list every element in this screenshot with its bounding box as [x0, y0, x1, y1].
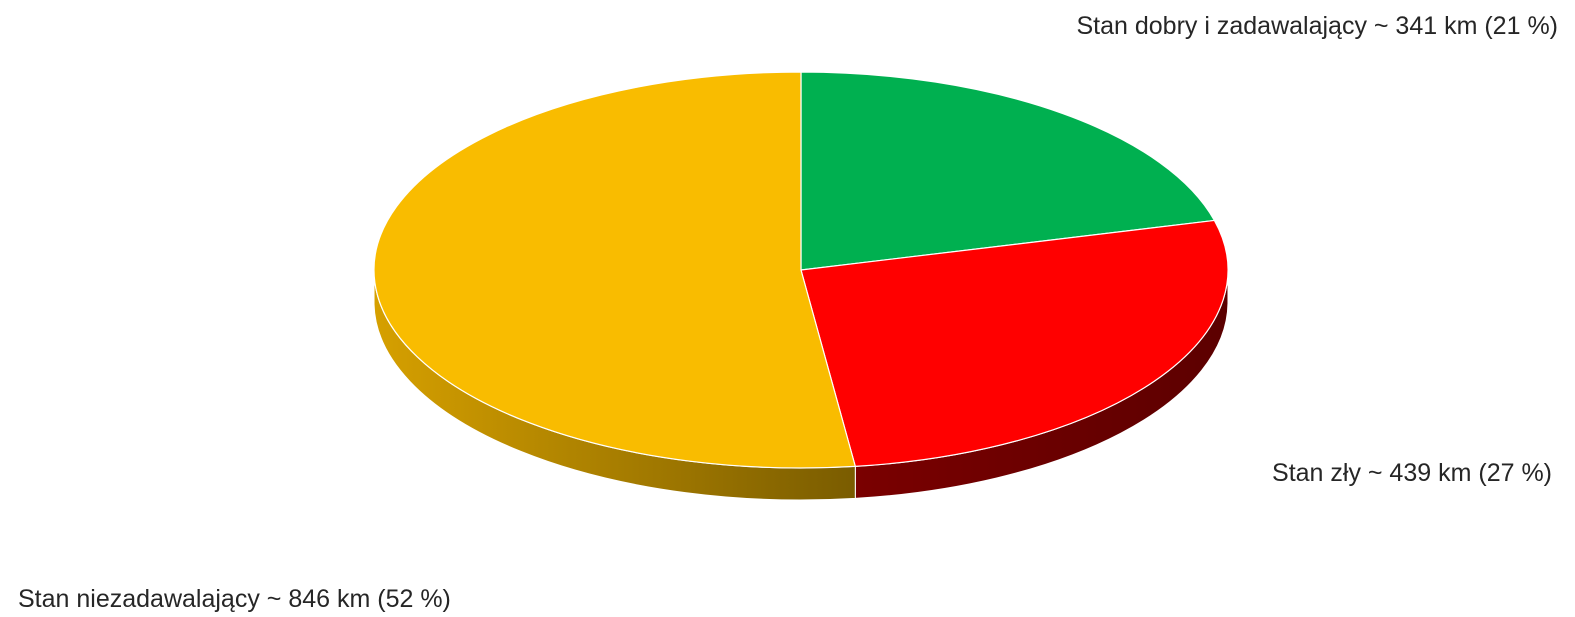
pie-slice-stan-niezadawalajacy — [373, 71, 856, 469]
pie-label-layer: Stan dobry i zadawalający ~ 341 km (21 %… — [18, 12, 1558, 613]
slice-label-good: Stan dobry i zadawalający ~ 341 km (21 %… — [1077, 12, 1559, 40]
pie-slice-stan-zly — [800, 219, 1229, 467]
pie-top-layer — [373, 71, 1229, 469]
slice-label-bad: Stan zły ~ 439 km (27 %) — [1272, 459, 1552, 487]
slice-label-unsatisfactory: Stan niezadawalający ~ 846 km (52 %) — [18, 585, 451, 613]
pie-slice-stan-dobry-i-zadawalajacy — [800, 71, 1215, 271]
